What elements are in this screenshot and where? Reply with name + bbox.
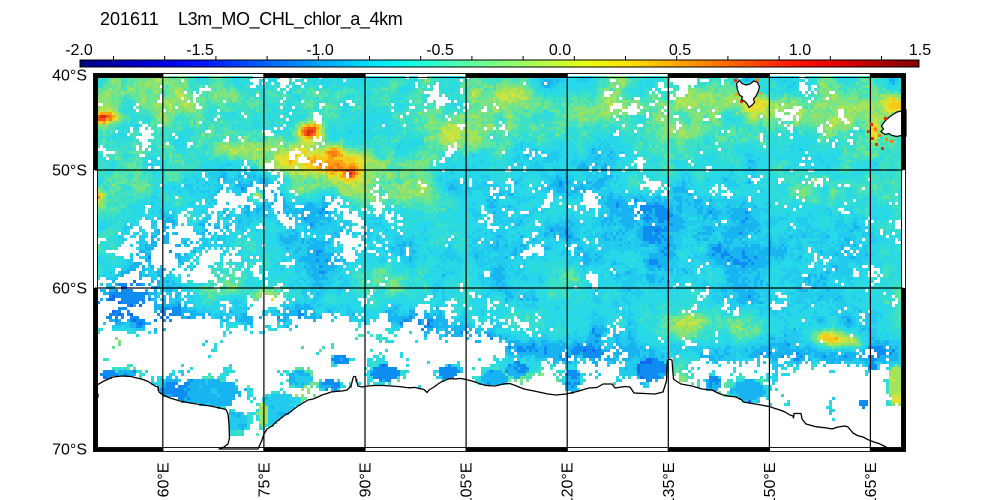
- svg-text:90°E: 90°E: [358, 463, 375, 498]
- svg-text:0.5: 0.5: [669, 42, 691, 59]
- svg-text:50°S: 50°S: [52, 163, 87, 180]
- svg-text:201611: 201611: [100, 9, 159, 29]
- svg-text:-0.5: -0.5: [426, 42, 454, 59]
- svg-text:0.0: 0.0: [549, 42, 571, 59]
- svg-text:L3m_MO_CHL_chlor_a_4km: L3m_MO_CHL_chlor_a_4km: [178, 9, 402, 30]
- svg-text:1.5: 1.5: [909, 42, 931, 59]
- svg-text:105°E: 105°E: [459, 463, 476, 500]
- svg-text:60°E: 60°E: [155, 463, 172, 498]
- svg-text:70°S: 70°S: [52, 442, 87, 459]
- svg-text:-1.5: -1.5: [186, 42, 214, 59]
- svg-text:150°E: 150°E: [762, 463, 779, 500]
- svg-text:165°E: 165°E: [863, 463, 880, 500]
- svg-text:-1.0: -1.0: [306, 42, 334, 59]
- svg-text:1.0: 1.0: [789, 42, 811, 59]
- svg-text:40°S: 40°S: [52, 68, 87, 85]
- svg-text:-2.0: -2.0: [65, 42, 93, 59]
- svg-text:60°S: 60°S: [52, 281, 87, 298]
- svg-text:135°E: 135°E: [661, 463, 678, 500]
- svg-text:75°E: 75°E: [256, 463, 273, 498]
- svg-text:120°E: 120°E: [560, 463, 577, 500]
